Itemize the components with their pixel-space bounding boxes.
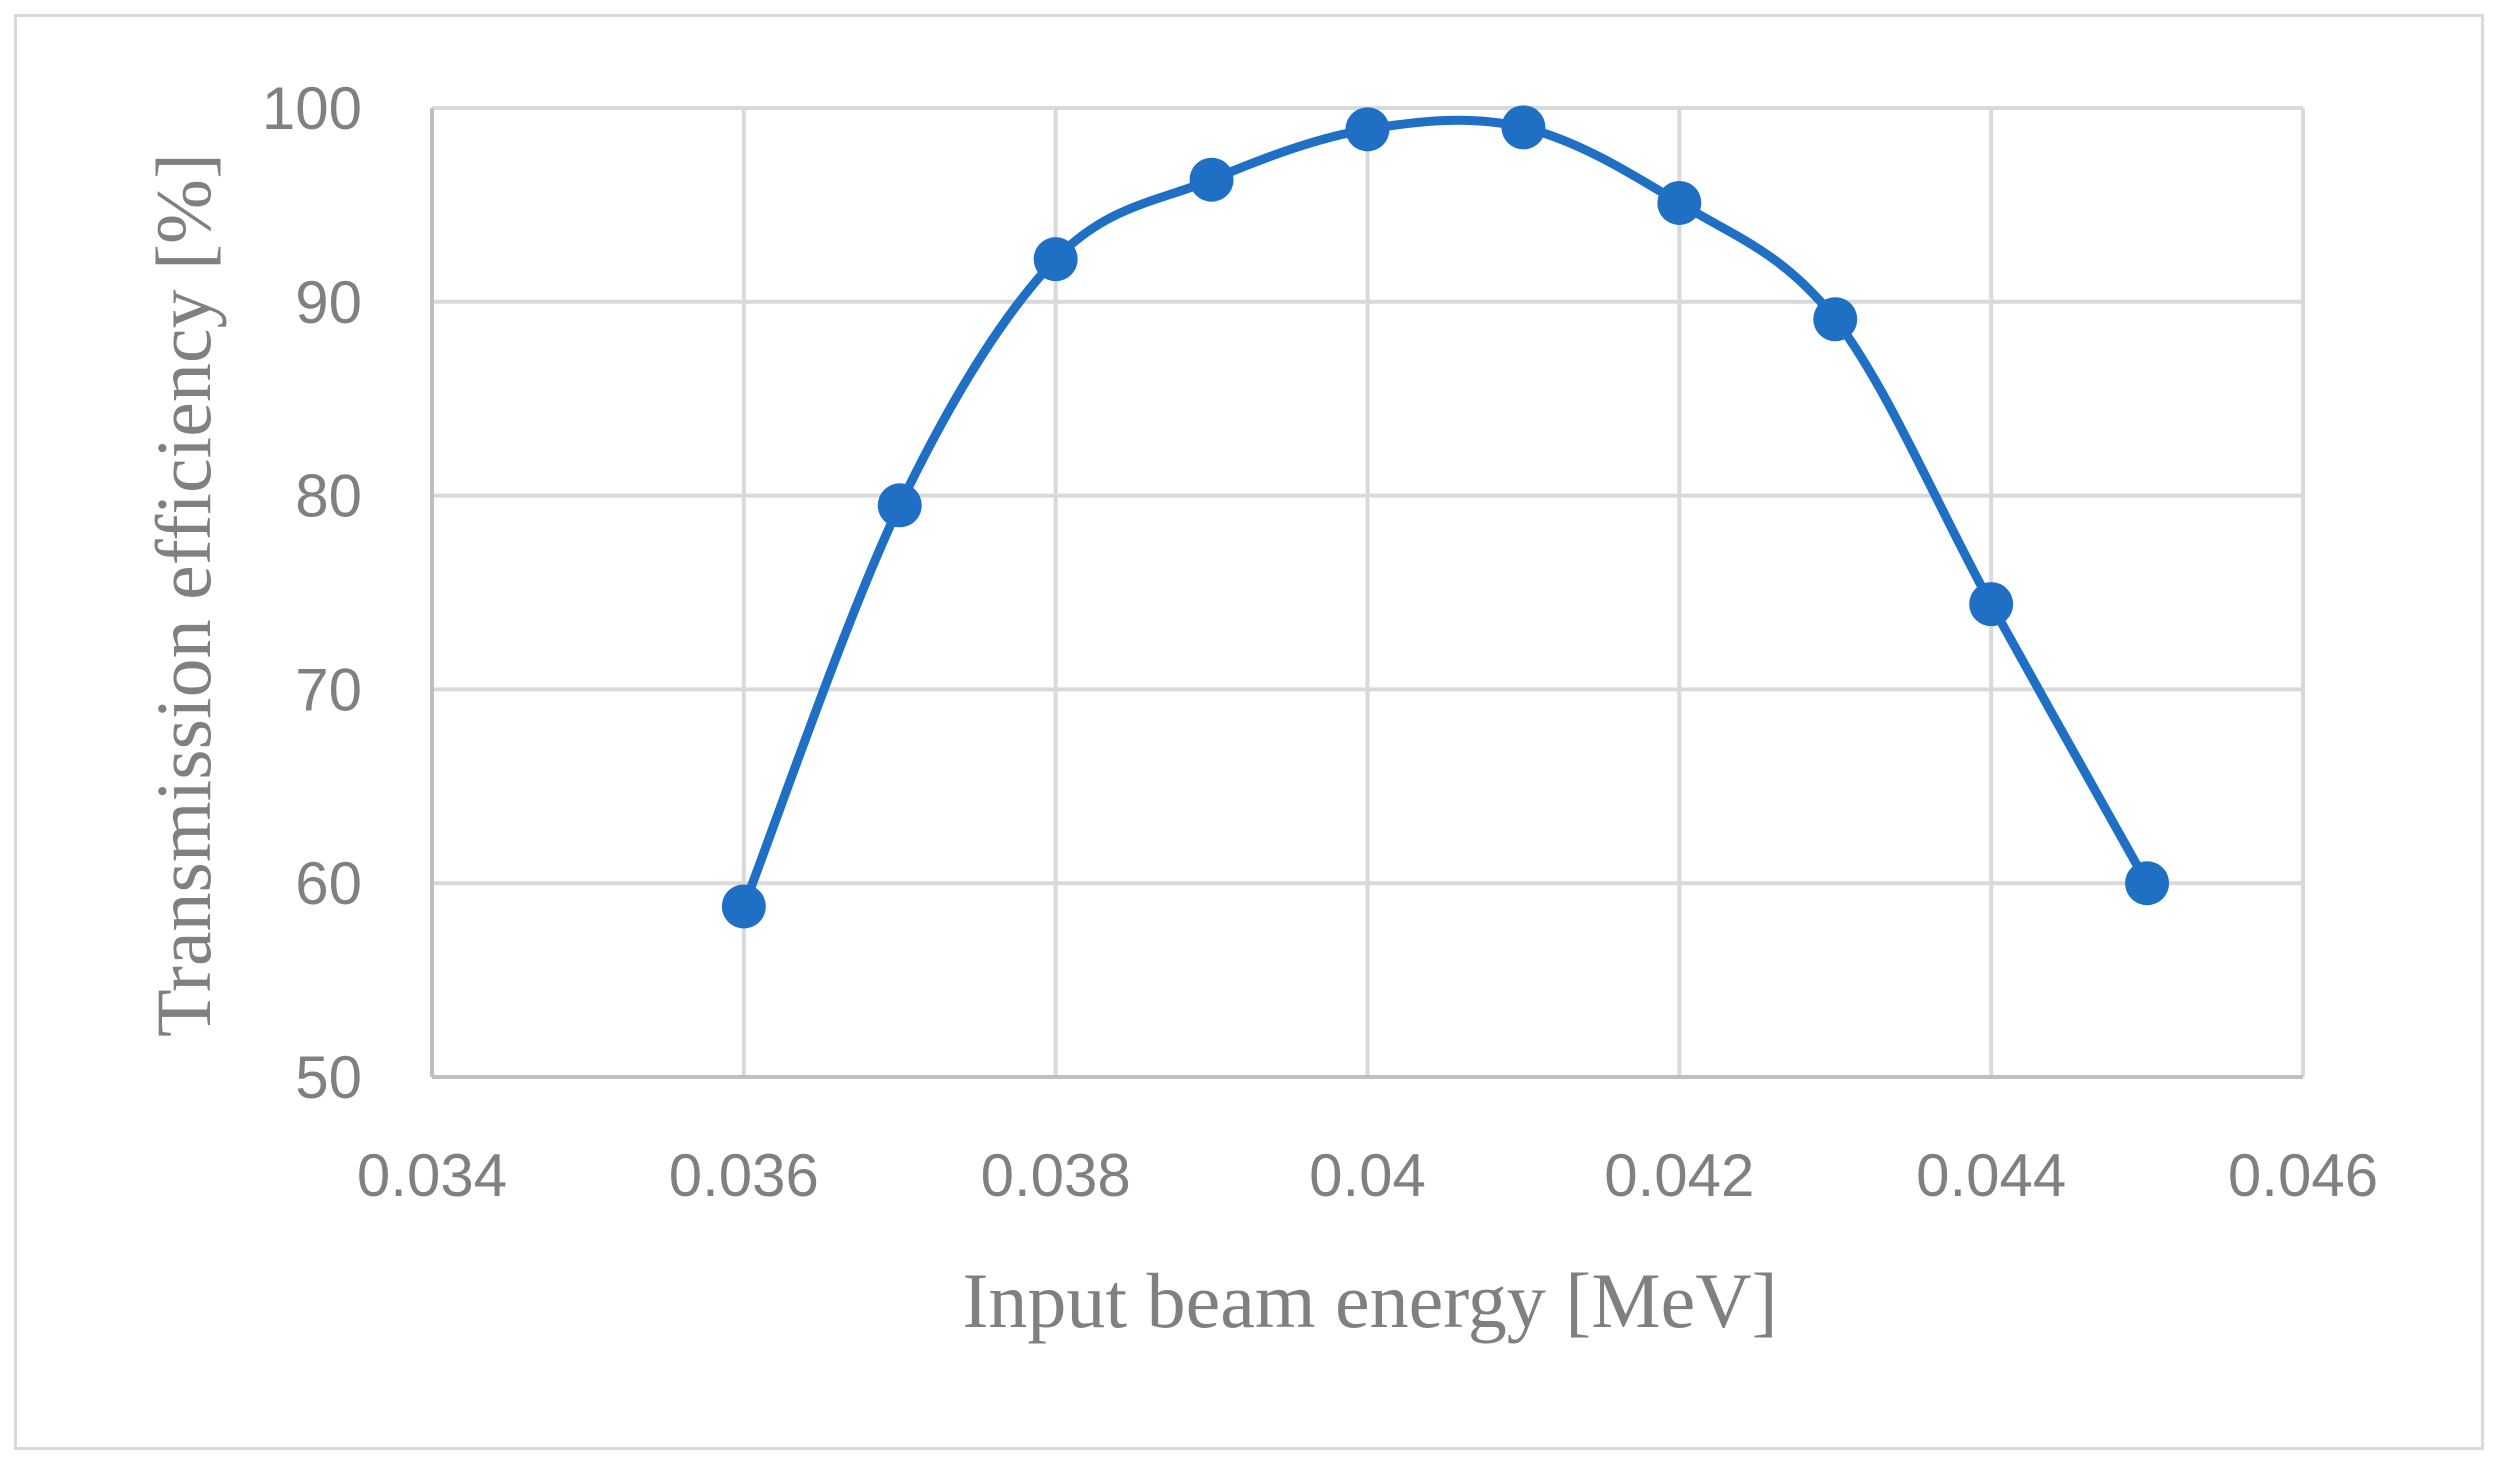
data-point [1189, 157, 1234, 202]
data-point [1969, 582, 2014, 627]
series-line [739, 115, 2152, 911]
data-point [1033, 237, 1078, 282]
y-tick-label: 70 [295, 656, 362, 723]
y-tick-label: 80 [295, 463, 362, 530]
data-point [1345, 107, 1390, 152]
tick-labels: 0.034 0.036 0.038 0.04 0.042 0.044 0.046 50 60 70… [262, 75, 2378, 1209]
y-tick-label: 50 [295, 1044, 362, 1111]
x-tick-label: 0.04 [1309, 1142, 1426, 1209]
series-layer [721, 105, 2170, 929]
axis-layer [430, 108, 2303, 1079]
data-point [721, 884, 766, 929]
data-point [877, 483, 922, 528]
y-tick-label: 100 [262, 75, 362, 142]
x-tick-label: 0.044 [1916, 1142, 2066, 1209]
y-axis-title: Transmission efficiency [%] [140, 153, 227, 1037]
x-axis-title: Input beam energy [MeV] [962, 1257, 1777, 1344]
y-tick-label: 90 [295, 269, 362, 336]
data-point [1813, 297, 1858, 342]
x-tick-label: 0.042 [1604, 1142, 1754, 1209]
data-point [1657, 180, 1702, 225]
x-tick-label: 0.034 [357, 1142, 507, 1209]
data-point [1501, 105, 1546, 150]
x-tick-label: 0.038 [981, 1142, 1131, 1209]
x-tick-label: 0.046 [2228, 1142, 2378, 1209]
y-tick-label: 60 [295, 850, 362, 917]
data-point [2125, 861, 2170, 906]
chart-frame [14, 14, 2484, 1450]
x-tick-label: 0.036 [669, 1142, 819, 1209]
grid-layer [432, 106, 2305, 1077]
